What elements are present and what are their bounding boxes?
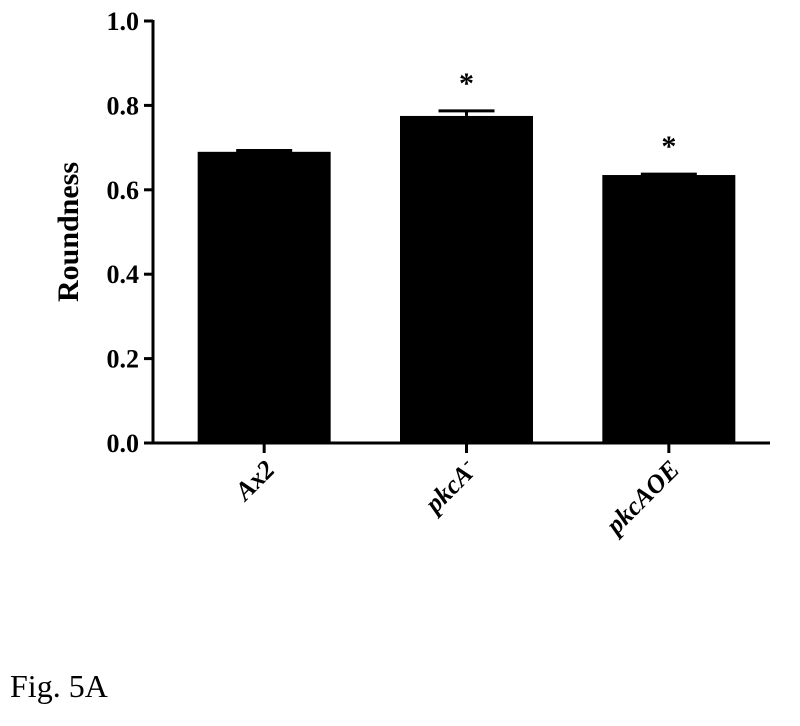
y-tick-label: 0.6 xyxy=(107,176,140,205)
x-tick-label: pkcA- xyxy=(416,453,483,520)
x-tick-label-text: pkcAOE xyxy=(599,455,685,541)
bar xyxy=(197,151,331,443)
significance-marker: * xyxy=(459,67,474,100)
y-tick-label: 0.4 xyxy=(107,260,140,289)
bar-chart: 0.00.20.40.60.81.0 ** Ax2 pkcA-pkcAOE Rou… xyxy=(52,7,770,541)
bars: ** xyxy=(197,67,736,443)
bar xyxy=(602,175,736,443)
significance-marker: * xyxy=(661,130,676,163)
x-tick-label-text: Ax2 xyxy=(228,455,281,508)
y-tick-label: 0.8 xyxy=(107,91,140,120)
y-tick-label: 1.0 xyxy=(107,7,140,36)
x-tick-label: pkcAOE xyxy=(599,455,685,541)
x-tick-label: Ax2 xyxy=(228,455,281,508)
figure-caption: Fig. 5A xyxy=(10,668,108,704)
y-tick-label: 0.2 xyxy=(107,345,140,374)
y-ticks: 0.0 0.2 0.4 0.6 0.8 1.0 xyxy=(107,7,153,458)
y-tick-label: 0.0 xyxy=(107,429,140,458)
bar xyxy=(400,115,533,443)
x-tick-labels: Ax2 pkcA-pkcAOE xyxy=(228,443,685,541)
y-axis-title: Roundness xyxy=(52,162,85,302)
